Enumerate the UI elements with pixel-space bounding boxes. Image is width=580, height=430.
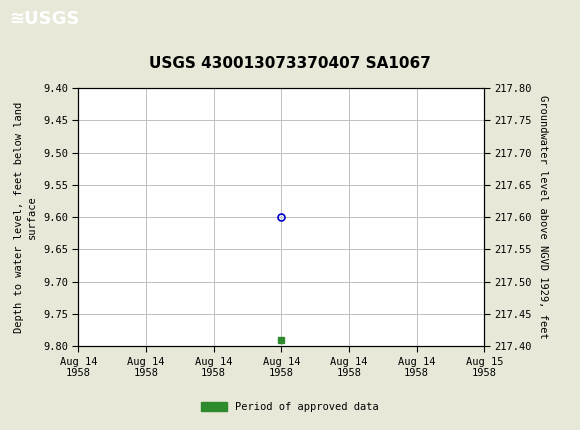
Y-axis label: Depth to water level, feet below land
surface: Depth to water level, feet below land su… [14, 101, 37, 333]
Y-axis label: Groundwater level above NGVD 1929, feet: Groundwater level above NGVD 1929, feet [538, 95, 548, 339]
Text: USGS 430013073370407 SA1067: USGS 430013073370407 SA1067 [149, 56, 431, 71]
Legend: Period of approved data: Period of approved data [197, 398, 383, 416]
Text: ≊USGS: ≊USGS [9, 10, 79, 28]
